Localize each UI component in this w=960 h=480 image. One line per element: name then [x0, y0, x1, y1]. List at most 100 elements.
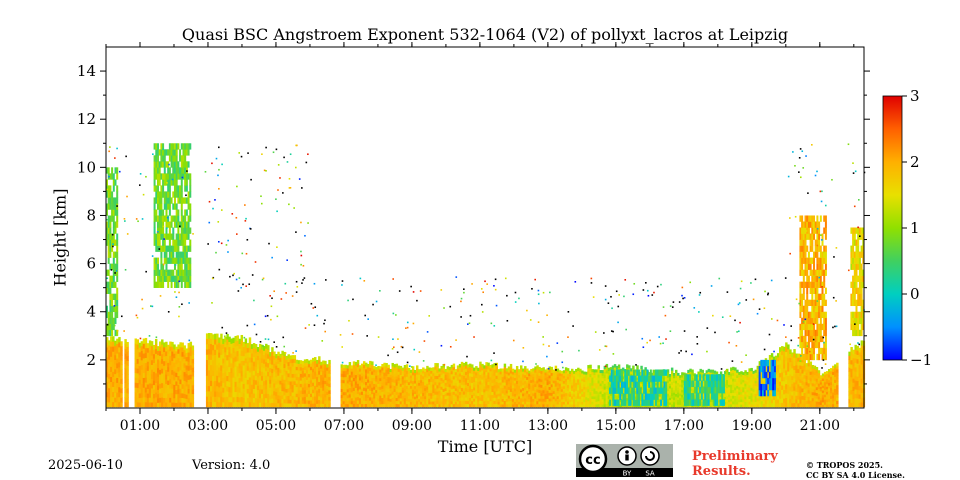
heat-cell	[597, 380, 600, 384]
heat-cell	[444, 404, 447, 408]
heat-cell	[424, 398, 427, 402]
heat-cell	[232, 392, 235, 398]
heat-cell	[554, 386, 558, 390]
heat-cell	[354, 390, 358, 395]
heat-cell	[783, 376, 786, 382]
heat-cell	[507, 369, 511, 373]
heat-cell	[362, 361, 366, 365]
heat-cell	[240, 340, 244, 346]
heat-cell	[728, 401, 731, 405]
heat-cell	[150, 383, 154, 389]
heat-cell	[693, 392, 696, 396]
heat-cell	[615, 395, 619, 399]
heat-cell	[311, 399, 315, 404]
heat-cell	[238, 397, 242, 403]
heat-cell	[477, 378, 480, 383]
heat-cell	[776, 376, 780, 381]
heat-cell	[577, 378, 580, 383]
heat-cell	[666, 377, 670, 381]
heat-cell	[591, 382, 594, 386]
heat-cell	[587, 368, 590, 372]
heat-feature-cell	[107, 167, 110, 174]
heat-cell	[167, 380, 170, 386]
heat-cell	[793, 394, 796, 399]
heat-cell	[520, 365, 523, 369]
heat-cell	[222, 397, 225, 403]
heat-cell	[416, 394, 419, 399]
heat-cell	[409, 404, 413, 408]
heat-cell	[817, 385, 821, 389]
heat-cell	[324, 383, 327, 388]
heat-cell	[214, 385, 217, 392]
heat-cell	[726, 401, 729, 405]
heat-cell	[548, 403, 551, 408]
heat-cell	[326, 388, 329, 392]
heat-cell	[675, 372, 678, 376]
heat-cell	[299, 376, 303, 381]
heat-cell	[409, 396, 413, 400]
heat-cell	[279, 395, 282, 400]
heat-cell	[458, 400, 462, 405]
heat-cell	[821, 399, 825, 403]
heat-cell	[150, 397, 154, 403]
heat-cell	[322, 370, 325, 375]
heat-cell	[554, 383, 558, 387]
heat-cell	[556, 398, 560, 402]
heat-cell	[787, 393, 790, 399]
heat-cell	[142, 343, 146, 349]
heat-cell	[493, 362, 496, 367]
heat-cell	[785, 374, 788, 380]
heat-cell	[238, 401, 242, 408]
heat-cell	[827, 390, 831, 394]
heat-cell	[811, 397, 815, 402]
heat-cell	[801, 384, 804, 389]
heat-cell	[234, 366, 237, 372]
heat-cell	[411, 389, 415, 393]
heat-cell	[752, 375, 755, 379]
heat-cell	[542, 387, 545, 391]
heat-cell	[271, 385, 274, 391]
heat-cell	[134, 387, 137, 393]
heat-cell	[666, 371, 670, 376]
heat-cell	[621, 373, 625, 377]
heat-cell	[218, 377, 221, 383]
heat-cell	[369, 393, 372, 398]
heat-cell	[311, 368, 315, 373]
heat-cell	[222, 343, 225, 349]
heat-cell	[546, 373, 549, 377]
heat-cell	[391, 366, 394, 370]
heat-cell	[528, 375, 531, 379]
heat-cell	[411, 383, 415, 387]
heat-cell	[210, 364, 213, 371]
heat-cell	[860, 345, 864, 351]
heat-cell	[522, 371, 525, 375]
heat-cell	[534, 372, 537, 376]
heat-cell	[399, 380, 403, 384]
heat-cell	[154, 353, 158, 359]
heat-cell	[309, 393, 313, 398]
heat-cell	[220, 385, 223, 392]
heat-cell	[258, 375, 262, 381]
heat-cell	[156, 393, 160, 399]
heat-cell	[536, 380, 539, 384]
heat-cell	[477, 395, 480, 399]
heat-cell	[803, 363, 806, 368]
heat-cell	[717, 402, 721, 405]
heat-cell	[273, 371, 276, 376]
heat-cell	[458, 382, 462, 386]
heat-cell	[748, 382, 751, 386]
heat-cell	[256, 355, 260, 361]
heat-cell	[413, 401, 417, 405]
heat-cell	[293, 384, 297, 389]
heat-cell	[120, 392, 123, 398]
heat-cell	[740, 401, 743, 405]
heat-cell	[293, 392, 297, 397]
heat-cell	[152, 349, 156, 355]
heat-cell	[362, 400, 366, 404]
heat-cell	[505, 371, 509, 375]
heat-cell	[393, 364, 396, 368]
heat-cell	[583, 376, 586, 380]
heat-cell	[389, 374, 392, 378]
heat-cell	[291, 362, 295, 367]
heat-cell	[517, 398, 521, 402]
